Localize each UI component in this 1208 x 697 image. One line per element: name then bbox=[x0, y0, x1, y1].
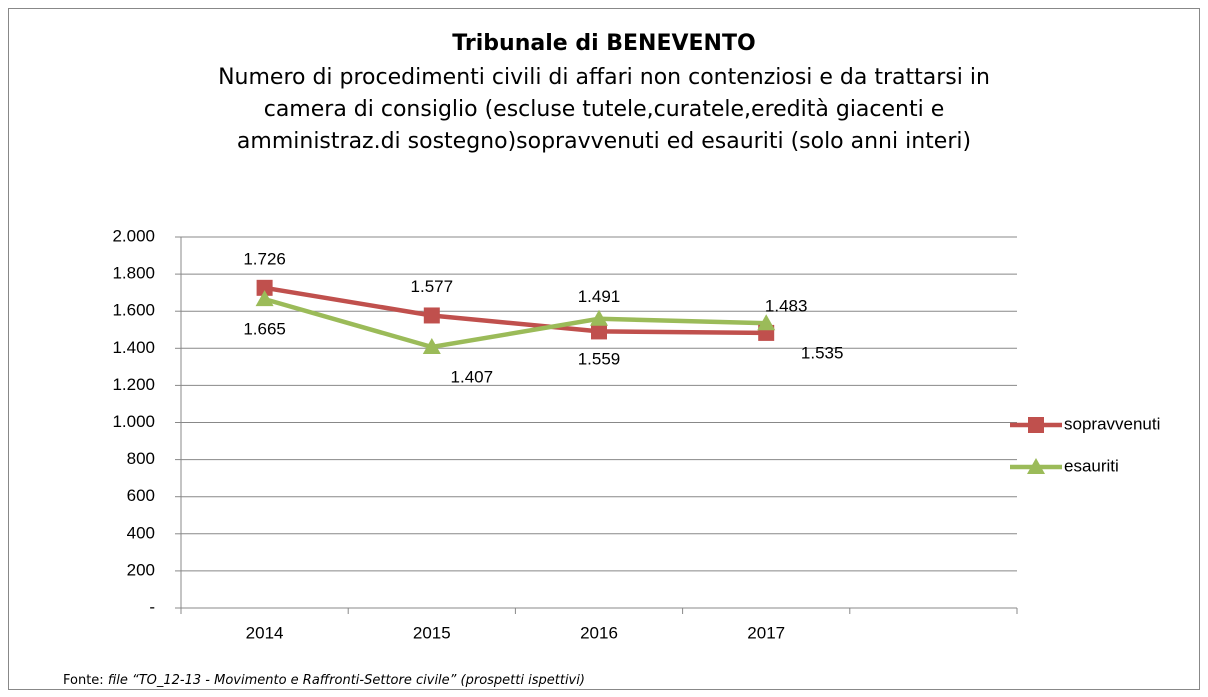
data-label: 1.483 bbox=[765, 296, 808, 315]
data-label: 1.577 bbox=[411, 277, 454, 296]
series-line bbox=[264, 285, 767, 336]
chart-subtitle: Numero di procedimenti civili di affari … bbox=[218, 65, 990, 90]
y-tick-label: 1.800 bbox=[112, 264, 155, 283]
marker bbox=[590, 309, 608, 326]
y-tick-label: - bbox=[149, 597, 155, 616]
legend-label: sopravvenuti bbox=[1064, 414, 1160, 433]
y-tick-label: 1.000 bbox=[112, 412, 155, 431]
data-label: 1.665 bbox=[243, 320, 286, 339]
chart-title: Tribunale di BENEVENTO bbox=[452, 31, 755, 56]
y-tick-label: 800 bbox=[127, 449, 155, 468]
chart-frame bbox=[8, 8, 1200, 690]
source-label: Fonte: bbox=[63, 673, 104, 688]
marker bbox=[255, 290, 274, 307]
data-label: 1.726 bbox=[243, 249, 286, 268]
source: Fonte: file “TO_12-13 - Movimento e Raff… bbox=[63, 673, 585, 688]
chart-subtitle: camera di consiglio (escluse tutele,cura… bbox=[264, 97, 945, 122]
y-tick-label: 1.400 bbox=[112, 338, 155, 357]
x-tick-label: 2016 bbox=[580, 623, 618, 642]
legend-marker bbox=[1028, 417, 1044, 433]
marker bbox=[757, 314, 776, 331]
x-tick-label: 2014 bbox=[246, 623, 284, 642]
legend-marker bbox=[1027, 458, 1045, 474]
legend-label: esauriti bbox=[1064, 456, 1119, 475]
data-label: 1.535 bbox=[801, 344, 844, 363]
data-label: 1.407 bbox=[451, 367, 494, 386]
y-tick-label: 1.600 bbox=[112, 301, 155, 320]
y-tick-label: 2.000 bbox=[112, 226, 155, 245]
marker bbox=[256, 279, 273, 296]
marker bbox=[591, 323, 607, 340]
series-line bbox=[263, 296, 767, 350]
y-tick-label: 1.200 bbox=[112, 375, 155, 394]
marker bbox=[423, 307, 440, 324]
data-label: 1.491 bbox=[578, 287, 621, 306]
chart-subtitle: amministraz.di sostegno)sopravvenuti ed … bbox=[237, 129, 971, 154]
y-tick-label: 200 bbox=[127, 560, 155, 579]
source-text: file “TO_12-13 - Movimento e Raffronti-S… bbox=[108, 673, 585, 688]
y-tick-label: 400 bbox=[127, 523, 155, 542]
y-tick-label: 600 bbox=[127, 486, 155, 505]
data-label: 1.559 bbox=[578, 349, 621, 368]
x-tick-label: 2015 bbox=[413, 623, 451, 642]
x-tick-label: 2017 bbox=[747, 623, 785, 642]
marker bbox=[422, 338, 441, 355]
